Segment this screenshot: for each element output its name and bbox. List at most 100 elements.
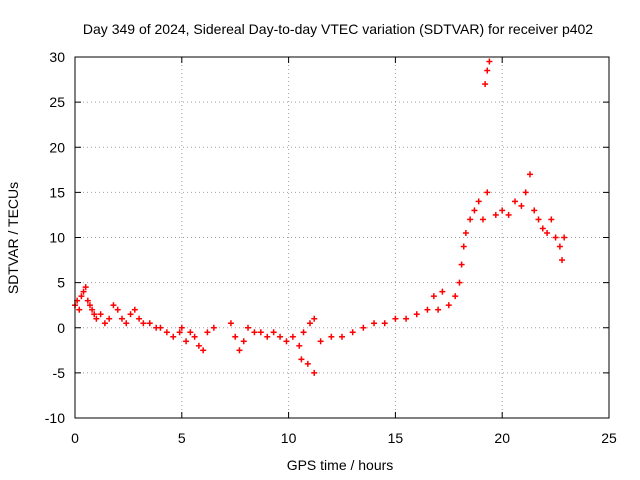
y-tick-label: -10 [45, 410, 65, 426]
data-point [178, 324, 185, 331]
data-point [526, 171, 533, 178]
data-point [123, 320, 130, 327]
data-point [114, 306, 121, 313]
data-point [140, 320, 147, 327]
data-point [339, 333, 345, 340]
y-tick-label: 30 [49, 49, 65, 65]
data-point [311, 315, 318, 322]
data-point [492, 211, 499, 218]
data-point [452, 293, 459, 300]
data-point [131, 306, 138, 313]
data-point [296, 342, 303, 349]
data-point [552, 234, 559, 241]
data-point [445, 302, 452, 309]
x-axis-label: GPS time / hours [287, 457, 394, 473]
data-point [475, 198, 482, 205]
data-point [251, 329, 258, 336]
data-point [127, 311, 134, 318]
chart-title: Day 349 of 2024, Sidereal Day-to-day VTE… [83, 21, 593, 37]
y-tick-label: 20 [49, 139, 65, 155]
data-point [82, 284, 89, 291]
data-point [86, 302, 93, 309]
data-point [460, 243, 467, 250]
data-point [413, 311, 420, 318]
data-point [191, 333, 198, 340]
data-point [499, 207, 506, 214]
y-tick-label: 15 [49, 184, 65, 200]
data-point [471, 207, 478, 214]
data-point [91, 311, 98, 318]
data-point [486, 58, 493, 65]
y-tick-label: 5 [57, 275, 65, 291]
data-point [89, 306, 96, 313]
data-point [467, 216, 474, 223]
data-point [535, 216, 542, 223]
data-point [93, 315, 100, 322]
axis-ticks: 0 5 10 15 20 25 -10 -5 0 5 10 15 20 25 30 [45, 49, 617, 446]
data-point [317, 338, 324, 345]
data-point [76, 306, 83, 313]
data-point [236, 347, 243, 354]
data-point [512, 198, 519, 205]
data-point [97, 311, 104, 318]
data-point [118, 315, 125, 322]
data-point [289, 333, 296, 340]
data-point [360, 324, 367, 331]
data-point [556, 243, 563, 250]
data-point [311, 369, 318, 376]
data-point [183, 338, 190, 345]
y-axis-label: SDTVAR / TECUs [5, 182, 21, 294]
data-point [146, 320, 153, 327]
data-point [403, 315, 410, 322]
data-point [84, 297, 91, 304]
data-point [548, 216, 555, 223]
data-point [505, 211, 512, 218]
gridlines [75, 57, 609, 418]
data-point [462, 229, 469, 236]
x-tick-label: 20 [494, 430, 510, 446]
data-point [195, 342, 202, 349]
data-point [522, 189, 529, 196]
y-tick-label: 25 [49, 94, 65, 110]
x-tick-label: 25 [601, 430, 617, 446]
x-tick-label: 15 [388, 430, 404, 446]
data-point [264, 333, 271, 340]
data-point [227, 320, 234, 327]
data-point [106, 315, 113, 322]
data-point [110, 302, 117, 309]
data-point [559, 257, 566, 264]
data-point [80, 288, 87, 295]
data-point [439, 288, 446, 295]
data-point [531, 207, 538, 214]
data-point [232, 333, 239, 340]
data-point [78, 293, 85, 300]
data-points [72, 58, 568, 376]
data-point [204, 329, 211, 336]
data-point [544, 229, 551, 236]
y-tick-label: 10 [49, 230, 65, 246]
data-point [458, 261, 465, 268]
data-point [392, 315, 399, 322]
data-point [306, 320, 313, 327]
data-point [561, 234, 568, 241]
data-point [479, 216, 486, 223]
data-point [484, 67, 491, 74]
data-point [430, 293, 437, 300]
data-point [163, 329, 170, 336]
data-point [277, 333, 284, 340]
data-point [424, 306, 431, 313]
data-point [381, 320, 388, 327]
data-point [371, 320, 378, 327]
data-point [484, 189, 491, 196]
data-point [210, 324, 217, 331]
data-point [176, 329, 183, 336]
data-point [435, 306, 442, 313]
data-point [328, 333, 335, 340]
data-point [187, 329, 194, 336]
data-point [240, 338, 247, 345]
data-point [349, 329, 356, 336]
data-point [136, 315, 143, 322]
data-point [518, 202, 525, 209]
data-point [298, 356, 305, 363]
